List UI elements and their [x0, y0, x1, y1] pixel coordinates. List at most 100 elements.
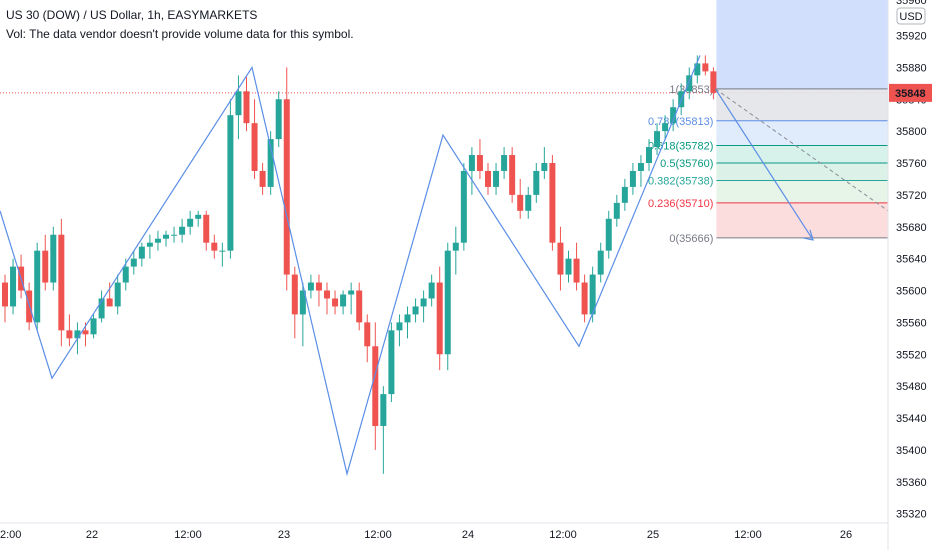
- candle-body: [460, 170, 467, 243]
- candle: [259, 163, 266, 195]
- candle: [501, 147, 508, 179]
- price-tick-label: 35520: [896, 349, 927, 361]
- candle-body: [315, 282, 322, 291]
- fib-label-0: 0(35666): [669, 233, 713, 245]
- candle: [710, 67, 717, 100]
- candle-body: [404, 314, 411, 323]
- candle-body: [621, 186, 628, 203]
- candle: [243, 75, 250, 132]
- symbol-title: US 30 (DOW) / US Dollar, 1h, EASYMARKETS: [6, 8, 258, 22]
- price-tick-label: 35400: [896, 445, 927, 457]
- candle: [573, 242, 580, 291]
- candle: [476, 139, 483, 179]
- candle: [211, 234, 218, 259]
- currency-label: USD: [899, 11, 922, 23]
- candle: [662, 115, 669, 140]
- price-tick-label: 35720: [896, 190, 927, 202]
- candle-body: [138, 246, 145, 259]
- candle: [291, 266, 298, 339]
- candle-body: [227, 115, 234, 251]
- price-tick-label: 35880: [896, 62, 927, 74]
- candle: [468, 147, 475, 195]
- candle-body: [662, 123, 669, 132]
- fibonacci-retracement[interactable]: 1(35853)0.786(35813)0.618(35782)0.5(3576…: [648, 84, 888, 245]
- zigzag-line: [0, 55, 701, 477]
- zigzag-drawing[interactable]: [0, 55, 889, 477]
- last-price-tag: [889, 83, 932, 102]
- candle: [348, 282, 355, 315]
- candle-body: [219, 250, 226, 252]
- candle: [686, 67, 693, 100]
- candle-body: [388, 330, 395, 395]
- candle-body: [444, 250, 451, 355]
- price-tick-label: 35480: [896, 381, 927, 393]
- candle-body: [476, 155, 483, 171]
- candle-body: [187, 218, 194, 227]
- candle-body: [171, 234, 178, 236]
- price-tick-label: 35760: [896, 158, 927, 170]
- candle: [452, 226, 459, 275]
- candle-body: [34, 250, 41, 323]
- time-axis[interactable]: 2:00 22 12:00 23 12:00 24 12:00 25 12:00 26: [0, 522, 888, 541]
- candle-body: [485, 170, 491, 187]
- candle: [219, 242, 226, 267]
- candle-body: [291, 274, 298, 315]
- candle-body: [98, 298, 105, 319]
- candle-body: [90, 318, 97, 335]
- candle-body: [356, 290, 363, 323]
- currency-box: [896, 7, 926, 25]
- price-tick-label: 35560: [896, 317, 927, 329]
- candle-body: [154, 238, 161, 243]
- fib-label-0-236: 0.236(35710): [648, 198, 713, 210]
- candle-body: [211, 242, 218, 251]
- fib-band: [716, 88, 888, 121]
- candle-body: [637, 163, 644, 171]
- candle-body: [380, 394, 387, 426]
- candle-body: [581, 282, 588, 315]
- candle-body: [710, 71, 717, 93]
- candle-body: [348, 290, 355, 295]
- candle: [179, 218, 186, 243]
- price-tick-label: 35360: [896, 477, 927, 489]
- candle: [275, 91, 282, 148]
- candle: [187, 210, 194, 235]
- candle: [154, 230, 161, 251]
- time-tick-label: 23: [278, 529, 290, 541]
- candle: [267, 131, 274, 195]
- candle-body: [589, 274, 596, 315]
- price-tick-label: 35320: [896, 509, 927, 521]
- candle-body: [597, 250, 604, 275]
- candle: [549, 155, 556, 251]
- candle-body: [307, 282, 314, 291]
- candle-body: [557, 242, 564, 275]
- candle-body: [501, 155, 508, 171]
- candle-body: [66, 330, 73, 339]
- candlesticks: [2, 55, 717, 474]
- volume-note: Vol: The data vendor doesn't provide vol…: [6, 27, 354, 41]
- candle-body: [613, 202, 620, 219]
- candle: [106, 282, 113, 307]
- candle-body: [203, 214, 210, 243]
- last-price-label: 35848: [895, 88, 926, 100]
- candle: [396, 314, 403, 347]
- candle-body: [396, 322, 403, 331]
- price-tick-label: 35920: [896, 31, 927, 43]
- candle: [307, 274, 314, 299]
- candle-body: [235, 91, 242, 116]
- candle: [114, 274, 121, 315]
- candle-body: [114, 282, 121, 307]
- candle-body: [275, 99, 282, 140]
- candle: [517, 178, 524, 219]
- candle-body: [332, 298, 339, 307]
- candle: [460, 163, 467, 251]
- candle: [18, 254, 25, 299]
- price-axis[interactable]: 3592035880358403580035760357203568035640…: [887, 0, 932, 550]
- candle-body: [50, 234, 57, 283]
- candle: [444, 242, 451, 371]
- price-axis-bg: [888, 0, 932, 550]
- candle: [138, 242, 145, 267]
- price-tick-label: 35600: [896, 286, 927, 298]
- candle-body: [163, 234, 169, 239]
- candle: [324, 282, 330, 315]
